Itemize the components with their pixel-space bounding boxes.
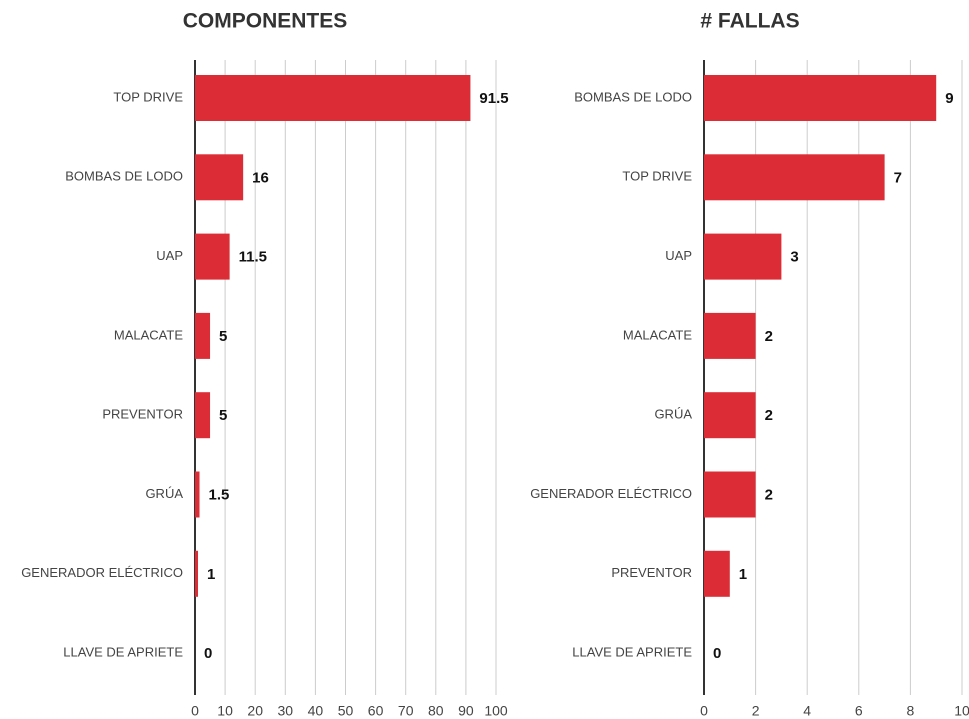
bar (704, 154, 885, 201)
x-tick-label: 2 (752, 703, 760, 719)
y-tick-label: TOP DRIVE (622, 169, 692, 184)
y-tick-label: MALACATE (623, 327, 692, 342)
data-label: 1 (207, 566, 215, 583)
y-tick-label: PREVENTOR (611, 565, 692, 580)
x-tick-label: 0 (191, 703, 199, 719)
data-label: 1.5 (209, 486, 230, 503)
bar (704, 392, 756, 439)
bar (195, 233, 230, 280)
data-label: 1 (739, 566, 747, 583)
x-tick-label: 60 (368, 703, 384, 719)
data-label: 7 (894, 169, 902, 186)
y-tick-label: GRÚA (145, 486, 183, 501)
data-label: 5 (219, 328, 227, 345)
bar (704, 312, 756, 359)
data-label: 2 (765, 328, 773, 345)
data-label: 91.5 (479, 90, 508, 107)
x-tick-label: 50 (338, 703, 354, 719)
x-tick-label: 8 (907, 703, 915, 719)
y-tick-label: GRÚA (654, 407, 692, 422)
bar (704, 233, 782, 280)
x-tick-label: 100 (484, 703, 508, 719)
y-tick-label: UAP (156, 248, 183, 263)
data-label: 16 (252, 169, 269, 186)
bar (195, 550, 199, 597)
bar (195, 392, 211, 439)
data-label: 2 (765, 407, 773, 424)
x-tick-label: 6 (855, 703, 863, 719)
y-tick-label: MALACATE (114, 327, 183, 342)
y-tick-label: LLAVE DE APRIETE (63, 645, 183, 660)
x-tick-label: 10 (217, 703, 233, 719)
data-label: 5 (219, 407, 227, 424)
x-tick-label: 80 (428, 703, 444, 719)
y-tick-label: BOMBAS DE LODO (65, 169, 183, 184)
bar (195, 471, 200, 518)
bar (704, 550, 730, 597)
y-tick-label: GENERADOR ELÉCTRICO (21, 565, 183, 580)
bar (195, 75, 471, 121)
y-tick-label: TOP DRIVE (113, 89, 183, 104)
y-tick-label: GENERADOR ELÉCTRICO (530, 486, 692, 501)
x-tick-label: 0 (700, 703, 708, 719)
data-label: 2 (765, 486, 773, 503)
data-label: 0 (204, 645, 212, 662)
x-tick-label: 4 (803, 703, 811, 719)
bar (704, 471, 756, 518)
y-tick-label: BOMBAS DE LODO (574, 89, 692, 104)
data-label: 0 (713, 645, 721, 662)
y-tick-label: LLAVE DE APRIETE (572, 645, 692, 660)
x-tick-label: 90 (458, 703, 474, 719)
bar (195, 154, 244, 201)
x-tick-label: 30 (278, 703, 294, 719)
y-tick-label: UAP (665, 248, 692, 263)
y-tick-label: PREVENTOR (102, 407, 183, 422)
x-tick-label: 70 (398, 703, 414, 719)
bar (704, 75, 937, 121)
chart-title: # FALLAS (700, 10, 799, 33)
data-label: 9 (945, 90, 953, 107)
chart-title: COMPONENTES (183, 10, 348, 33)
x-tick-label: 10 (954, 703, 969, 719)
bar (195, 312, 211, 359)
data-label: 3 (790, 249, 798, 266)
x-tick-label: 40 (308, 703, 324, 719)
x-tick-label: 20 (247, 703, 263, 719)
data-label: 11.5 (239, 249, 267, 266)
